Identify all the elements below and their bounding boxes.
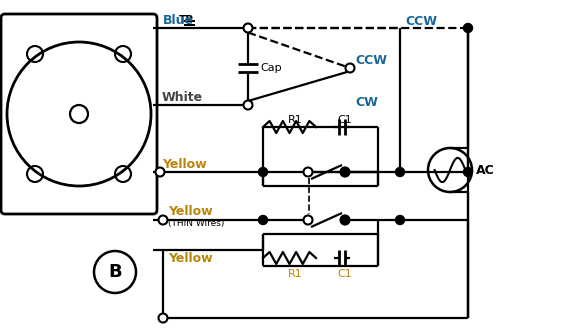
Circle shape: [340, 215, 349, 224]
Circle shape: [259, 215, 267, 224]
Text: AC: AC: [476, 163, 495, 177]
Text: (THIN Wires): (THIN Wires): [168, 218, 225, 227]
Circle shape: [259, 168, 267, 177]
Circle shape: [158, 215, 168, 224]
FancyBboxPatch shape: [1, 14, 157, 214]
Text: C1: C1: [337, 115, 352, 125]
Text: Yellow: Yellow: [162, 157, 206, 171]
Circle shape: [243, 100, 253, 110]
Circle shape: [463, 168, 473, 177]
Text: TP: TP: [178, 15, 193, 25]
Text: Yellow: Yellow: [168, 204, 213, 217]
Text: Cap: Cap: [260, 63, 282, 73]
Circle shape: [340, 215, 349, 224]
Text: CW: CW: [355, 95, 378, 109]
Circle shape: [345, 64, 355, 72]
Text: R1: R1: [288, 269, 302, 279]
Circle shape: [340, 168, 349, 177]
Text: R1: R1: [288, 115, 302, 125]
Text: White: White: [162, 90, 203, 104]
Circle shape: [243, 23, 253, 32]
Text: Yellow: Yellow: [168, 252, 213, 265]
Circle shape: [303, 215, 312, 224]
Circle shape: [156, 168, 165, 177]
Circle shape: [340, 168, 349, 177]
Circle shape: [463, 23, 473, 32]
Text: CCW: CCW: [405, 14, 437, 27]
Text: Blue: Blue: [163, 13, 194, 26]
Text: C1: C1: [337, 269, 352, 279]
Circle shape: [158, 314, 168, 323]
Circle shape: [396, 168, 405, 177]
Text: CCW: CCW: [355, 54, 387, 67]
Text: B: B: [108, 263, 122, 281]
Circle shape: [303, 168, 312, 177]
Circle shape: [396, 215, 405, 224]
